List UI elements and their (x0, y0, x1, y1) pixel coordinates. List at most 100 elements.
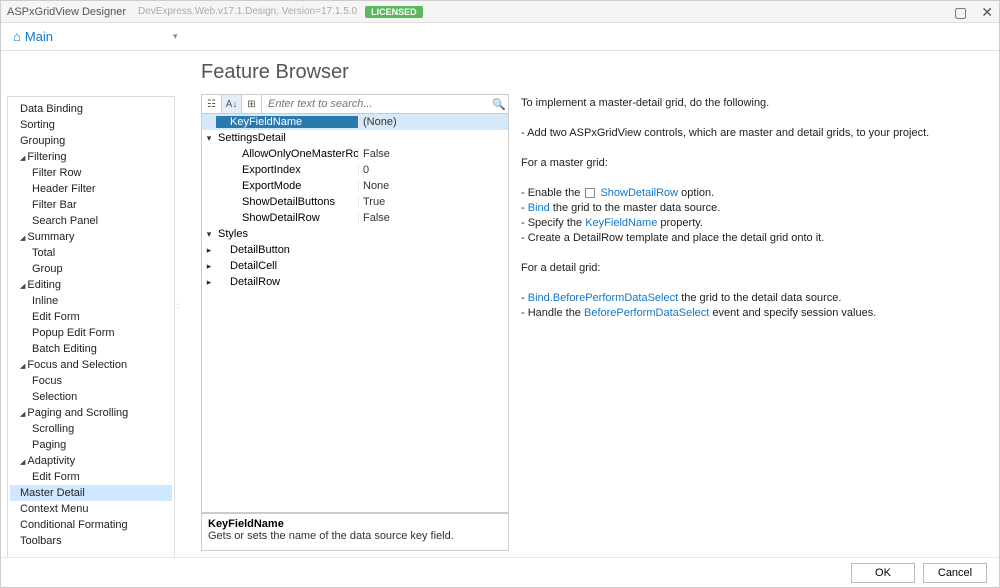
tree-item[interactable]: Popup Edit Form (10, 325, 172, 341)
expand-icon[interactable]: ▾ (202, 229, 216, 240)
app-name: ASPxGridView Designer (7, 6, 126, 18)
help-d1: - Bind.BeforePerformDataSelect the grid … (521, 291, 985, 306)
breadcrumb-main[interactable]: ⌂ Main (13, 29, 53, 44)
license-badge: LICENSED (365, 6, 423, 18)
expand-icon[interactable]: ▾ (202, 133, 216, 144)
tree-item[interactable]: Focus (10, 373, 172, 389)
tree-item[interactable]: Data Binding (10, 101, 172, 117)
tree-item[interactable]: Filtering (10, 149, 172, 165)
breadcrumb-main-label: Main (25, 29, 53, 44)
property-row[interactable]: ExportModeNone (202, 178, 508, 194)
property-row[interactable]: ▾SettingsDetail (202, 130, 508, 146)
tree-item[interactable]: Filter Row (10, 165, 172, 181)
property-row[interactable]: ▸DetailButton (202, 242, 508, 258)
page-header: Feature Browser (201, 55, 989, 94)
property-row[interactable]: KeyFieldName(None) (202, 114, 508, 130)
prop-value[interactable]: (None) (358, 116, 508, 128)
ok-button[interactable]: OK (851, 563, 915, 583)
close-icon[interactable]: ✕ (981, 5, 993, 19)
property-row[interactable]: ▸DetailRow (202, 274, 508, 290)
help-line2: - Add two ASPxGridView controls, which a… (521, 126, 985, 141)
link-bind[interactable]: Bind (528, 202, 550, 214)
property-description: KeyFieldName Gets or sets the name of th… (201, 513, 509, 551)
tree-item[interactable]: Focus and Selection (10, 357, 172, 373)
tree-item[interactable]: Toolbars (10, 533, 172, 549)
tree-item[interactable]: Paging and Scrolling (10, 405, 172, 421)
tree-item[interactable]: Group (10, 261, 172, 277)
tree-item[interactable]: Header Filter (10, 181, 172, 197)
tree-item[interactable]: Summary (10, 229, 172, 245)
desc-name: KeyFieldName (208, 518, 502, 530)
tree-item[interactable]: Paging (10, 437, 172, 453)
prop-value[interactable]: None (358, 180, 508, 192)
tree-item[interactable]: Conditional Formating (10, 517, 172, 533)
property-row[interactable]: ▸DetailCell (202, 258, 508, 274)
link-showdetailrow[interactable]: ShowDetailRow (600, 187, 678, 199)
maximize-icon[interactable]: ▢ (954, 5, 967, 19)
prop-name: Styles (216, 228, 358, 240)
prop-name: DetailRow (216, 276, 358, 288)
prop-name: SettingsDetail (216, 132, 358, 144)
prop-value[interactable]: False (358, 212, 508, 224)
property-row[interactable]: ShowDetailRowFalse (202, 210, 508, 226)
page-title: Feature Browser (201, 61, 989, 84)
prop-name: AllowOnlyOneMasterRowExpanded (216, 148, 358, 160)
left-column: Data BindingSortingGroupingFilteringFilt… (1, 51, 175, 557)
property-panel: ☷ A↓ ⊞ 🔍 KeyFieldName(None)▾SettingsDeta… (201, 94, 509, 551)
breadcrumb-dropdown-icon[interactable]: ▾ (173, 31, 178, 42)
tree-item[interactable]: Context Menu (10, 501, 172, 517)
tree-item[interactable]: Master Detail (10, 485, 172, 501)
tree-item[interactable]: Selection (10, 389, 172, 405)
tree-item[interactable]: Scrolling (10, 421, 172, 437)
tree-expand-icon[interactable]: ⊞ (242, 95, 262, 113)
tree-item[interactable]: Editing (10, 277, 172, 293)
expand-icon[interactable]: ▸ (202, 261, 216, 272)
help-m1: - Enable the ShowDetailRow option. (521, 186, 985, 201)
version-text: DevExpress.Web.v17.1.Design, Version=17.… (138, 6, 357, 17)
tree-item[interactable]: Batch Editing (10, 341, 172, 357)
tree-item[interactable]: Edit Form (10, 309, 172, 325)
prop-name: ExportMode (216, 180, 358, 192)
prop-value[interactable]: True (358, 196, 508, 208)
help-intro: To implement a master-detail grid, do th… (521, 96, 985, 111)
prop-name: KeyFieldName (216, 116, 358, 128)
tree-item[interactable]: Total (10, 245, 172, 261)
link-beforeperform[interactable]: BeforePerformDataSelect (584, 307, 709, 319)
link-keyfieldname[interactable]: KeyFieldName (585, 217, 657, 229)
expand-icon[interactable]: ▸ (202, 277, 216, 288)
help-d2: - Handle the BeforePerformDataSelect eve… (521, 306, 985, 321)
property-row[interactable]: AllowOnlyOneMasterRowExpandedFalse (202, 146, 508, 162)
property-grid[interactable]: KeyFieldName(None)▾SettingsDetailAllowOn… (201, 114, 509, 513)
cancel-button[interactable]: Cancel (923, 563, 987, 583)
content-row: ☷ A↓ ⊞ 🔍 KeyFieldName(None)▾SettingsDeta… (201, 94, 989, 551)
tree-item[interactable]: Filter Bar (10, 197, 172, 213)
property-row[interactable]: ShowDetailButtonsTrue (202, 194, 508, 210)
tree-item[interactable]: Search Panel (10, 213, 172, 229)
property-row[interactable]: ExportIndex0 (202, 162, 508, 178)
checkbox-icon[interactable] (585, 188, 595, 198)
prop-name: DetailCell (216, 260, 358, 272)
property-search-input[interactable] (262, 95, 490, 113)
help-master-label: For a master grid: (521, 156, 985, 171)
tree-item[interactable]: Inline (10, 293, 172, 309)
property-row[interactable]: ▾Styles (202, 226, 508, 242)
feature-tree[interactable]: Data BindingSortingGroupingFilteringFilt… (7, 96, 175, 557)
expand-icon[interactable]: ▸ (202, 245, 216, 256)
main-content: Data BindingSortingGroupingFilteringFilt… (1, 51, 999, 557)
prop-name: DetailButton (216, 244, 358, 256)
tree-item[interactable]: Adaptivity (10, 453, 172, 469)
desc-text: Gets or sets the name of the data source… (208, 530, 502, 542)
right-column: Feature Browser ☷ A↓ ⊞ 🔍 KeyFieldName(No… (181, 51, 999, 557)
prop-value[interactable]: 0 (358, 164, 508, 176)
link-bind-before[interactable]: Bind.BeforePerformDataSelect (528, 292, 678, 304)
breadcrumb-bar: ⌂ Main ▾ (1, 23, 999, 51)
search-icon[interactable]: 🔍 (490, 95, 508, 113)
tree-item[interactable]: Sorting (10, 117, 172, 133)
help-m2: - Bind the grid to the master data sourc… (521, 201, 985, 216)
tree-item[interactable]: Edit Form (10, 469, 172, 485)
tree-item[interactable]: Grouping (10, 133, 172, 149)
sort-az-icon[interactable]: A↓ (222, 95, 242, 113)
titlebar: ASPxGridView Designer DevExpress.Web.v17… (1, 1, 999, 23)
categorize-icon[interactable]: ☷ (202, 95, 222, 113)
prop-value[interactable]: False (358, 148, 508, 160)
